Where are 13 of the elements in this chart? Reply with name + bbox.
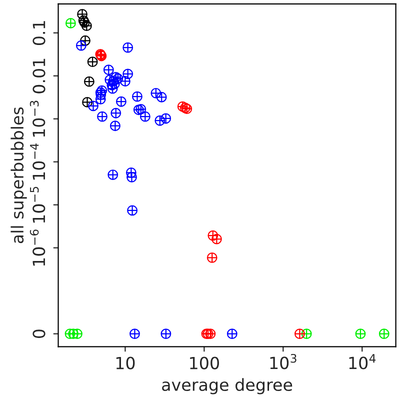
x-tick-label: 10$^{4}$	[349, 354, 376, 370]
x-axis-title: average degree	[162, 378, 292, 394]
x-tick-label: 100	[190, 356, 219, 370]
x-tick-label: 10$^{3}$	[270, 354, 296, 370]
y-axis-title: all superbubbles	[10, 107, 27, 244]
y-tick-label: 0.01	[32, 58, 46, 94]
y-tick-label: 0	[32, 330, 46, 338]
y-tick-label: 10$^{−6}$	[30, 230, 46, 266]
y-tick-label: 0.1	[32, 21, 46, 46]
y-tick-label: 10$^{−3}$	[30, 100, 46, 137]
x-tick-label: 10	[116, 356, 135, 370]
y-tick-label: 10$^{−5}$	[30, 186, 46, 223]
y-tick-label: 10$^{−4}$	[30, 144, 46, 180]
